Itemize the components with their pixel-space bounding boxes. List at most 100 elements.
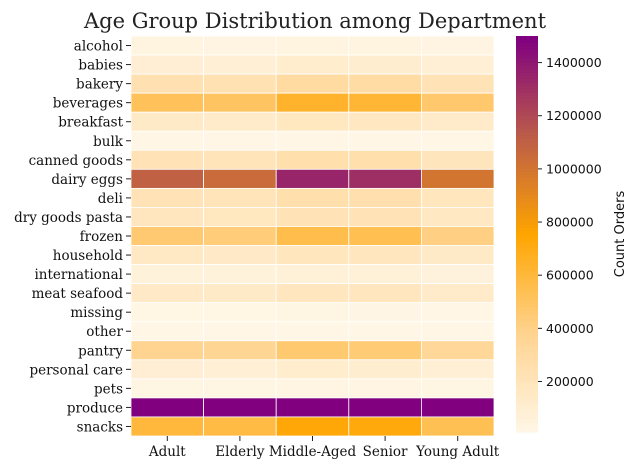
colorbar-segment xyxy=(516,144,538,149)
heatmap-cell xyxy=(348,283,422,304)
heatmap-cell xyxy=(275,73,350,94)
colorbar-segment xyxy=(516,201,538,205)
x-tick-label: Adult xyxy=(148,444,186,460)
heatmap-cell xyxy=(275,302,350,323)
colorbar-segment xyxy=(516,243,538,248)
colorbar-tick-label: 400000 xyxy=(546,321,594,336)
colorbar-segment xyxy=(516,425,538,430)
colorbar-segment xyxy=(516,296,538,301)
colorbar-tick-label: 600000 xyxy=(546,268,594,283)
colorbar-segment xyxy=(516,128,538,133)
heatmap-cell xyxy=(420,359,495,380)
colorbar-segment xyxy=(516,207,538,212)
colorbar-segment xyxy=(516,346,538,351)
colorbar-segment xyxy=(516,158,538,162)
heatmap-cell xyxy=(275,54,350,75)
colorbar-segment xyxy=(516,280,538,285)
colorbar-segment xyxy=(516,339,538,344)
heatmap-cell xyxy=(348,302,422,323)
colorbar-segment xyxy=(516,316,538,321)
colorbar-segment xyxy=(516,402,538,407)
y-tick-label: snacks xyxy=(77,419,123,435)
heatmap-cell xyxy=(203,283,277,304)
heatmap-cell xyxy=(130,378,204,399)
colorbar-segment xyxy=(516,293,538,298)
colorbar-segment xyxy=(516,250,538,255)
colorbar-segment xyxy=(516,303,538,308)
y-tick-label: dairy eggs xyxy=(51,172,123,188)
colorbar-segment xyxy=(516,85,538,90)
heatmap-cell xyxy=(348,397,422,418)
heatmap-cell xyxy=(275,359,350,380)
colorbar-segment xyxy=(516,108,538,113)
colorbar-segment xyxy=(516,177,538,182)
colorbar-segment xyxy=(516,395,538,400)
colorbar-segment xyxy=(516,82,538,87)
heatmap-cell xyxy=(275,283,350,304)
heatmap-cell xyxy=(203,92,277,113)
x-tick-label: Young Adult xyxy=(415,444,500,460)
colorbar-segment xyxy=(516,392,538,397)
heatmap-cell xyxy=(348,92,422,113)
colorbar-segment xyxy=(516,306,538,311)
colorbar-segment xyxy=(516,260,538,265)
heatmap-cell xyxy=(420,283,495,304)
colorbar-segment xyxy=(516,36,538,40)
colorbar-segment xyxy=(516,52,538,57)
heatmap-cell xyxy=(420,149,495,170)
heatmap-cell xyxy=(130,187,204,208)
y-tick-label: canned goods xyxy=(29,153,123,169)
heatmap-cell xyxy=(275,207,350,227)
heatmap-cell xyxy=(348,340,422,361)
heatmap-cell xyxy=(130,359,204,380)
x-tick-label: Middle-Aged xyxy=(269,444,357,460)
heatmap-cell xyxy=(130,416,204,437)
colorbar-segment xyxy=(516,257,538,261)
heatmap-cell xyxy=(348,111,422,132)
y-tick-label: missing xyxy=(70,305,123,321)
heatmap-cell xyxy=(348,130,422,151)
colorbar-segment xyxy=(516,141,538,146)
heatmap-cell xyxy=(203,397,277,418)
colorbar-segment xyxy=(516,187,538,192)
heatmap-cell xyxy=(420,245,495,265)
heatmap-cell xyxy=(130,130,204,151)
heatmap-cell xyxy=(275,226,350,246)
colorbar-segment xyxy=(516,366,538,370)
heatmap-cell xyxy=(130,302,204,323)
chart-title: Age Group Distribution among Department xyxy=(83,9,547,33)
heatmap-cell xyxy=(420,397,495,418)
heatmap-cell xyxy=(203,226,277,246)
colorbar-tick-label: 1400000 xyxy=(546,55,602,70)
heatmap-cell xyxy=(348,168,422,189)
colorbar-segment xyxy=(516,379,538,384)
colorbar-segment xyxy=(516,75,538,80)
colorbar-segment xyxy=(516,62,538,67)
colorbar-segment xyxy=(516,389,538,393)
colorbar-segment xyxy=(516,45,538,50)
colorbar-segment xyxy=(516,253,538,258)
colorbar-segment xyxy=(516,115,538,120)
colorbar-tick-label: 1200000 xyxy=(546,108,602,123)
colorbar-segment xyxy=(516,69,538,73)
x-tick-label: Elderly xyxy=(215,444,265,460)
heatmap-cell xyxy=(420,302,495,323)
colorbar-segment xyxy=(516,151,538,156)
y-tick-label: deli xyxy=(98,191,124,207)
heatmap-cell xyxy=(203,359,277,380)
colorbar-segment xyxy=(516,204,538,209)
heatmap-cell xyxy=(275,416,350,437)
colorbar-segment xyxy=(516,273,538,278)
heatmap-cell xyxy=(130,340,204,361)
y-tick-label: other xyxy=(86,324,123,340)
heatmap-cell xyxy=(348,264,422,285)
colorbar-segment xyxy=(516,415,538,420)
colorbar-segment xyxy=(516,369,538,374)
colorbar-segment xyxy=(516,240,538,245)
heatmap-cell xyxy=(130,92,204,113)
heatmap-cell xyxy=(348,187,422,208)
heatmap-cell xyxy=(203,54,277,75)
colorbar-segment xyxy=(516,171,538,176)
colorbar-segment xyxy=(516,125,538,129)
y-tick-label: dry goods pasta xyxy=(14,210,123,226)
